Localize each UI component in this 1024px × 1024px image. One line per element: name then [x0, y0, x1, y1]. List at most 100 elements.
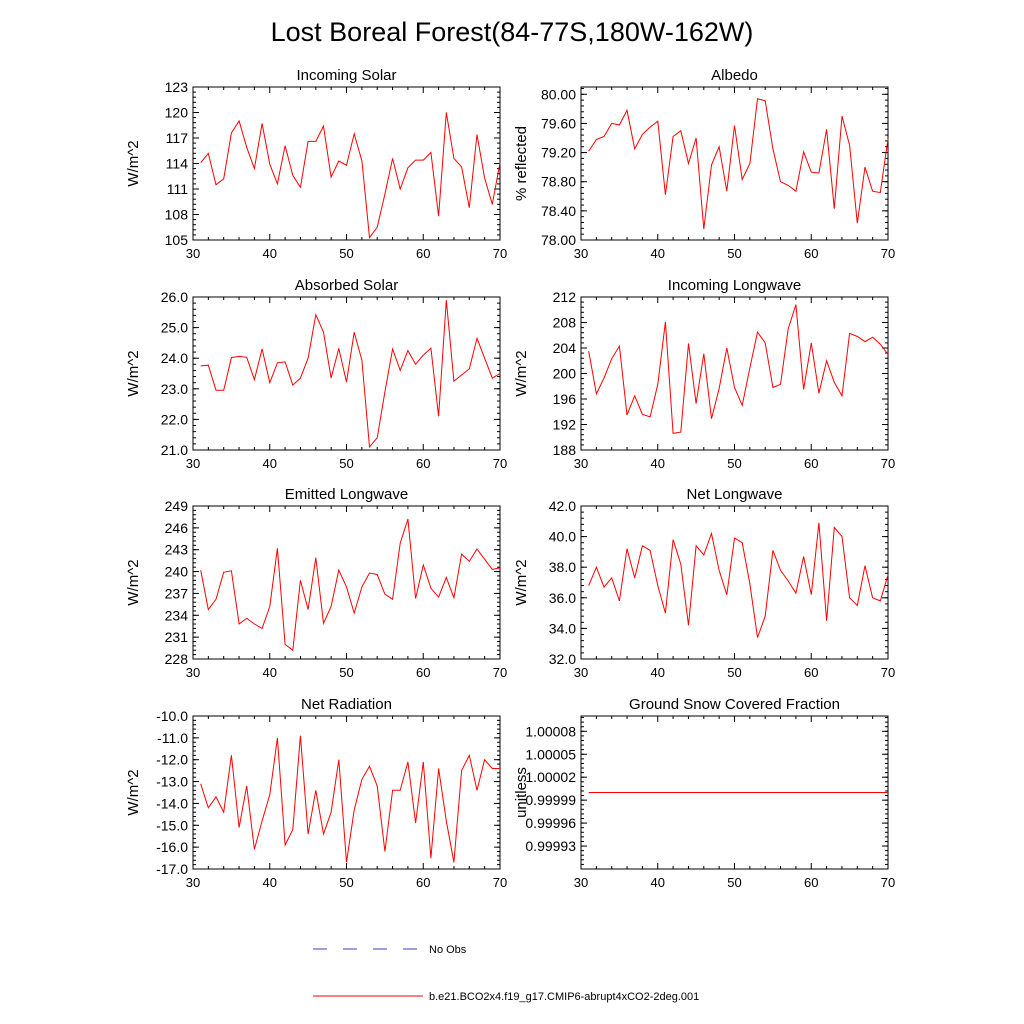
panel-ground-snow-covered-fraction: Ground Snow Covered Fraction unitless 30 40…	[513, 696, 895, 890]
panel-incoming-longwave: Incoming Longwave W/m^2 30 40 50 60 70 188 192 19…	[513, 277, 895, 471]
y-tick-label: 237	[165, 585, 189, 601]
x-tick-label: 60	[804, 246, 818, 261]
y-axis-label: % reflected	[513, 126, 530, 201]
x-tick-label: 50	[339, 456, 353, 471]
x-tick-label: 60	[416, 875, 430, 890]
x-tick-label: 70	[881, 665, 895, 680]
x-tick-label: 50	[727, 875, 741, 890]
y-tick-label: 228	[165, 651, 189, 667]
y-tick-label: 108	[165, 207, 189, 223]
y-tick-label: 22.0	[161, 411, 188, 427]
series-line-emitted-longwave	[200, 518, 501, 652]
y-axis-label: W/m^2	[125, 140, 142, 186]
plot-frame	[192, 505, 501, 660]
x-tick-label: 50	[339, 246, 353, 261]
y-tick-label: 1.00008	[525, 723, 576, 739]
x-tick-label: 50	[339, 875, 353, 890]
plot-frame	[192, 296, 501, 451]
x-tick-label: 40	[263, 665, 277, 680]
y-tick-label: -14.0	[156, 795, 188, 811]
y-tick-label: 240	[165, 564, 189, 580]
y-tick-label: 42.0	[549, 498, 576, 514]
panel-incoming-solar: Incoming Solar W/m^2 30 40 50 60 70 105 108 111 11…	[125, 67, 507, 261]
x-tick-label: 30	[186, 875, 200, 890]
y-tick-label: 0.99996	[525, 815, 576, 831]
x-tick-label: 60	[804, 875, 818, 890]
x-tick-label: 60	[416, 456, 430, 471]
panel-net-radiation: Net Radiation W/m^2 30 40 50 60 70 -17.0 -16.0 -1…	[125, 696, 507, 890]
x-tick-label: 30	[574, 246, 588, 261]
x-tick-label: 50	[727, 456, 741, 471]
y-tick-label: 246	[165, 520, 189, 536]
y-tick-label: 1.00002	[525, 769, 576, 785]
y-tick-label: -17.0	[156, 861, 188, 877]
panel-emitted-longwave: Emitted Longwave W/m^2 30 40 50 60 70 228 231 234…	[125, 486, 507, 680]
y-tick-label: 249	[165, 498, 189, 514]
y-tick-label: 34.0	[549, 620, 576, 636]
y-tick-label: 212	[553, 289, 577, 305]
x-tick-label: 60	[416, 665, 430, 680]
y-tick-label: 23.0	[161, 381, 188, 397]
legend-model-label: b.e21.BCO2x4.f19_g17.CMIP6-abrupt4xCO2-2…	[429, 991, 699, 1003]
y-tick-label: 117	[166, 130, 189, 146]
y-axis-label: W/m^2	[125, 350, 142, 396]
series-line-net-radiation	[200, 735, 500, 863]
y-tick-label: 36.0	[549, 590, 576, 606]
y-axis-label: unitless	[513, 767, 530, 818]
y-tick-label: -12.0	[156, 752, 188, 768]
y-tick-label: 114	[166, 156, 189, 172]
x-tick-label: 30	[574, 875, 588, 890]
series-line-incoming-solar	[200, 112, 501, 239]
y-tick-label: 123	[165, 79, 189, 95]
panel-albedo: Albedo % reflected 30 40 50 60 70 78.00 78.40 78.…	[513, 67, 895, 261]
panels-group: Incoming Solar W/m^2 30 40 50 60 70 105 108 111 11…	[125, 67, 895, 890]
series-line-absorbed-solar	[200, 300, 501, 449]
y-tick-label: 188	[553, 442, 577, 458]
plot-frame	[192, 715, 501, 870]
y-tick-label: 231	[165, 629, 189, 645]
y-tick-label: 32.0	[549, 651, 576, 667]
y-axis-label: W/m^2	[125, 559, 142, 605]
y-tick-label: 40.0	[549, 529, 576, 545]
y-tick-label: 78.00	[541, 232, 576, 248]
y-tick-label: -10.0	[156, 708, 188, 724]
y-tick-label: 208	[553, 315, 577, 331]
x-tick-label: 50	[339, 665, 353, 680]
x-tick-label: 40	[651, 875, 665, 890]
x-tick-label: 50	[727, 665, 741, 680]
y-tick-label: 243	[165, 542, 189, 558]
x-tick-label: 50	[727, 246, 741, 261]
y-tick-label: 120	[165, 105, 189, 121]
panel-absorbed-solar: Absorbed Solar W/m^2 30 40 50 60 70 21.0 22.0 23.…	[125, 277, 507, 471]
x-tick-label: 70	[493, 665, 507, 680]
y-tick-label: 21.0	[161, 442, 188, 458]
y-axis-label: W/m^2	[513, 559, 530, 605]
x-tick-label: 40	[651, 665, 665, 680]
panel-title: Emitted Longwave	[285, 486, 408, 503]
y-tick-label: 79.20	[541, 145, 576, 161]
x-tick-label: 30	[574, 456, 588, 471]
legend-obs-label: No Obs	[429, 944, 467, 956]
y-tick-label: 192	[553, 417, 577, 433]
panel-title: Absorbed Solar	[295, 277, 398, 294]
y-tick-label: 78.80	[541, 174, 576, 190]
y-axis-label: W/m^2	[513, 350, 530, 396]
y-tick-label: -11.0	[157, 730, 188, 746]
y-tick-label: 111	[167, 181, 188, 197]
series-line-net-longwave	[588, 522, 889, 638]
panel-title: Net Longwave	[687, 486, 783, 503]
x-tick-label: 70	[493, 875, 507, 890]
y-axis-label: W/m^2	[125, 769, 142, 815]
y-tick-label: 24.0	[161, 350, 188, 366]
panel-title: Albedo	[711, 67, 758, 84]
legend: No Obs b.e21.BCO2x4.f19_g17.CMIP6-abrupt…	[313, 944, 699, 1003]
x-tick-label: 30	[574, 665, 588, 680]
panel-title: Net Radiation	[301, 696, 392, 713]
y-tick-label: -13.0	[156, 774, 188, 790]
plot-frame	[580, 296, 889, 451]
y-tick-label: 196	[553, 391, 577, 407]
plot-frame	[580, 505, 889, 660]
panel-title: Incoming Longwave	[668, 277, 801, 294]
x-tick-label: 60	[804, 665, 818, 680]
